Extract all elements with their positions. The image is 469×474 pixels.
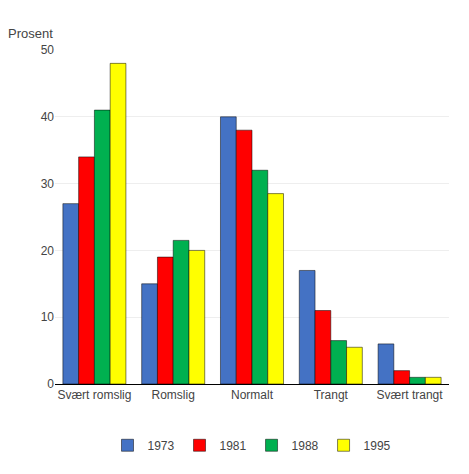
svg-text:Romslig: Romslig xyxy=(152,388,195,402)
svg-text:Svært romslig: Svært romslig xyxy=(57,388,131,402)
svg-text:40: 40 xyxy=(41,110,55,124)
svg-text:0: 0 xyxy=(47,377,54,391)
svg-text:1988: 1988 xyxy=(292,439,319,453)
svg-text:1981: 1981 xyxy=(220,439,247,453)
svg-text:Normalt: Normalt xyxy=(231,388,274,402)
svg-text:Prosent: Prosent xyxy=(8,26,53,41)
svg-text:1995: 1995 xyxy=(364,439,391,453)
svg-text:50: 50 xyxy=(41,43,55,57)
svg-text:Trangt: Trangt xyxy=(314,388,349,402)
svg-text:10: 10 xyxy=(41,310,55,324)
svg-text:Svært trangt: Svært trangt xyxy=(377,388,444,402)
svg-text:20: 20 xyxy=(41,244,55,258)
svg-text:30: 30 xyxy=(41,177,55,191)
svg-text:1973: 1973 xyxy=(148,439,175,453)
